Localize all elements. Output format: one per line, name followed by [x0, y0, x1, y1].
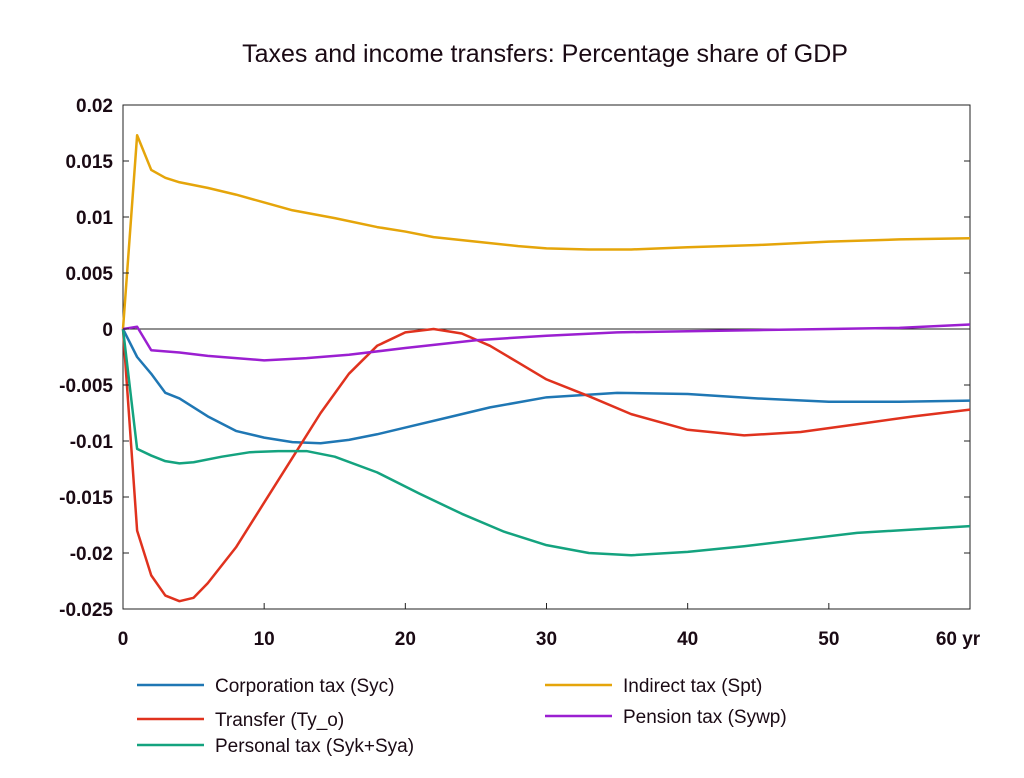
chart-title: Taxes and income transfers: Percentage s… — [242, 40, 848, 68]
x-tick-label: 50 — [818, 629, 839, 650]
series-group — [121, 133, 971, 603]
legend-label: Pension tax (Sywp) — [623, 707, 787, 728]
legend-item: Pension tax (Sywp) — [545, 707, 787, 728]
series-line-corporation-tax-syc — [121, 328, 971, 445]
series-line-transfer-ty-o — [121, 327, 971, 603]
legend-item: Personal tax (Syk+Sya) — [137, 736, 414, 757]
legend-label: Corporation tax (Syc) — [215, 676, 395, 697]
y-tick-label: -0.015 — [59, 488, 113, 509]
legend-label: Personal tax (Syk+Sya) — [215, 736, 414, 757]
x-tick-label: 40 — [677, 629, 698, 650]
x-tick-label: 20 — [395, 629, 416, 650]
y-tick-label: 0 — [102, 320, 113, 341]
y-tick-label: 0.005 — [65, 264, 113, 285]
series-line-pension-tax-sywp — [122, 323, 971, 362]
legend-item: Corporation tax (Syc) — [137, 676, 395, 697]
x-tick-label: 30 — [536, 629, 557, 650]
y-tick-label: -0.02 — [70, 544, 113, 565]
x-tick-label: 0 — [118, 629, 129, 650]
legend-label: Transfer (Ty_o) — [215, 710, 344, 731]
x-tick-label: 10 — [254, 629, 275, 650]
legend-item: Transfer (Ty_o) — [137, 710, 344, 731]
legend-label: Indirect tax (Spt) — [623, 676, 762, 697]
series-line-personal-tax-syk-sya — [121, 328, 971, 557]
legend: Corporation tax (Syc) Transfer (Ty_o) Pers… — [137, 676, 787, 757]
y-tick-label: -0.025 — [59, 600, 113, 621]
y-axis: 0.02 0.015 0.01 0.005 0 -0.005 -0.01 -0.015 -0.0… — [59, 96, 970, 621]
y-tick-label: 0.015 — [65, 152, 113, 173]
y-tick-label: -0.01 — [70, 432, 114, 453]
y-tick-label: 0.02 — [76, 96, 113, 117]
legend-item: Indirect tax (Spt) — [545, 676, 762, 697]
x-axis: 0 10 20 30 40 50 60 yr — [118, 603, 981, 650]
y-tick-label: -0.005 — [59, 376, 113, 397]
x-tick-label: 60 yr — [936, 629, 981, 650]
y-tick-label: 0.01 — [76, 208, 113, 229]
series-line-indirect-tax-spt — [121, 133, 971, 330]
